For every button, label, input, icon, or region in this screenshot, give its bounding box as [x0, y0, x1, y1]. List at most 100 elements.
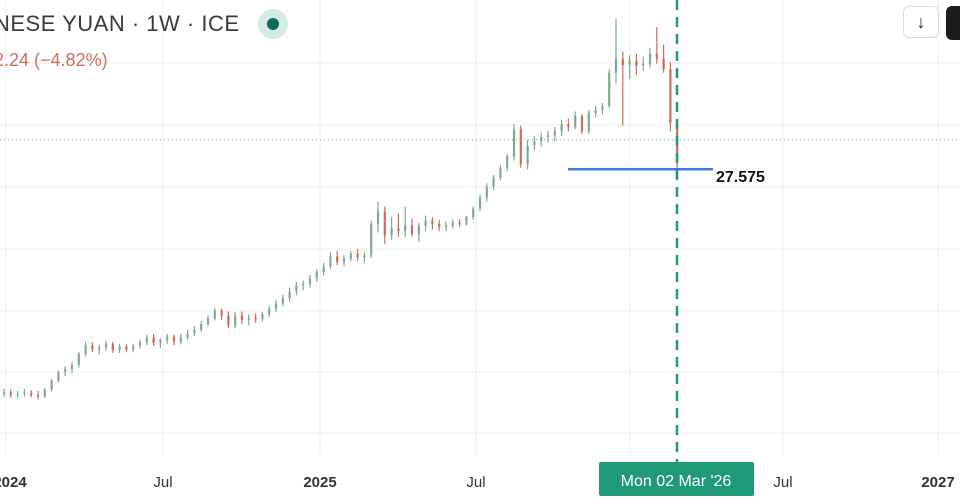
- candle-body: [349, 253, 352, 259]
- candle-body: [315, 271, 318, 279]
- candle-body: [574, 115, 577, 127]
- candle-body: [206, 318, 210, 325]
- candle-body: [9, 392, 12, 395]
- candle-body: [145, 337, 148, 343]
- candle-body: [111, 343, 114, 351]
- candle-body: [567, 124, 570, 127]
- candle-body: [104, 343, 108, 348]
- candle-body: [478, 197, 482, 209]
- candle-body: [370, 224, 373, 256]
- candle-body: [261, 314, 264, 320]
- candle-body: [268, 308, 271, 315]
- download-button[interactable]: ↓: [903, 6, 939, 38]
- candle-body: [118, 346, 121, 351]
- price-change: 2.24 (−4.82%): [0, 50, 108, 70]
- candle-body: [587, 112, 590, 132]
- date-badge-label: Mon 02 Mar '26: [621, 473, 732, 490]
- symbol-title: NESE YUAN · 1W · ICE: [0, 11, 240, 36]
- chart-header: NESE YUAN · 1W · ICE: [0, 8, 288, 40]
- menu-button[interactable]: [946, 6, 960, 40]
- candle-body: [533, 141, 536, 146]
- candle-body: [302, 283, 305, 286]
- candle-body: [608, 72, 611, 106]
- x-tick-label: Jul: [773, 474, 792, 491]
- candle-body: [404, 225, 407, 232]
- status-dot-icon: [266, 18, 279, 30]
- candle-body: [499, 167, 502, 178]
- candle-body: [444, 225, 448, 227]
- candle-body: [247, 317, 250, 320]
- candle-body: [329, 256, 332, 267]
- x-tick-label: Jul: [153, 474, 172, 491]
- candle-body: [601, 105, 604, 110]
- candle-body: [492, 177, 495, 187]
- candle-body: [485, 186, 488, 198]
- candle-body: [594, 109, 597, 113]
- candle-body: [227, 315, 230, 326]
- candle-body: [57, 371, 60, 381]
- candle-body: [662, 58, 665, 70]
- candle-body: [553, 131, 556, 136]
- candle-body: [458, 222, 461, 225]
- candle-body: [655, 53, 658, 59]
- candle-body: [254, 317, 257, 320]
- candle-body: [580, 115, 584, 132]
- x-tick-label: 2027: [921, 474, 954, 491]
- candle-body: [356, 253, 359, 258]
- candle-body: [274, 303, 278, 309]
- candle-body: [648, 53, 652, 64]
- candle-body: [560, 124, 563, 132]
- level-label: 27.575: [716, 169, 765, 186]
- candle-body: [152, 337, 155, 344]
- candle-body: [642, 63, 645, 66]
- candle-body: [36, 395, 40, 397]
- candle-body: [336, 256, 339, 263]
- candle-body: [635, 60, 638, 66]
- arrow-down-icon: ↓: [916, 11, 926, 32]
- candle-body: [669, 69, 672, 123]
- market-status-indicator[interactable]: [257, 9, 288, 39]
- candle-body: [166, 336, 169, 341]
- candle-body: [308, 278, 312, 284]
- candle-body: [138, 342, 142, 346]
- candle-body: [50, 380, 53, 390]
- candle-body: [240, 315, 244, 320]
- x-tick-label: 2025: [303, 474, 336, 491]
- candle-body: [200, 324, 203, 330]
- candle-body: [84, 345, 87, 354]
- candle-body: [125, 346, 128, 350]
- candle-body: [621, 58, 624, 66]
- x-tick-label: 2024: [0, 474, 27, 491]
- candle-body: [465, 217, 468, 225]
- candle-body: [451, 222, 454, 226]
- candle-body: [186, 333, 189, 338]
- candle-body: [546, 135, 550, 137]
- candle-body: [295, 285, 298, 292]
- date-badge: [599, 462, 754, 496]
- candle-body: [234, 315, 237, 326]
- candle-body: [417, 225, 420, 234]
- candle-body: [431, 220, 434, 225]
- candle-body: [172, 336, 176, 342]
- candle-body: [70, 364, 74, 370]
- candle-body: [220, 310, 223, 316]
- candle-body: [506, 156, 509, 168]
- candle-body: [376, 211, 380, 225]
- candle-body: [281, 297, 284, 304]
- candle-body: [98, 347, 101, 350]
- candle-body: [397, 228, 400, 232]
- candle-body: [614, 58, 618, 73]
- candle-body: [512, 129, 516, 157]
- candle-body: [410, 225, 414, 234]
- candle-body: [2, 392, 6, 394]
- candle-body: [43, 389, 46, 397]
- candle-body: [23, 393, 26, 394]
- candle-body: [30, 393, 33, 396]
- candle-body: [526, 145, 529, 165]
- candle-body: [363, 255, 366, 258]
- candle-body: [383, 211, 386, 236]
- candle-body: [424, 220, 427, 226]
- candle-body: [213, 310, 216, 319]
- candle-body: [628, 60, 631, 66]
